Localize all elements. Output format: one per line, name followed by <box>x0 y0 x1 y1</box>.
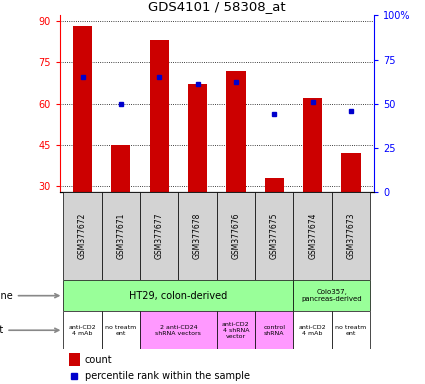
Bar <box>293 192 332 280</box>
Bar <box>150 40 169 192</box>
Text: Colo357,
pancreas-derived: Colo357, pancreas-derived <box>301 289 362 302</box>
Bar <box>140 311 217 349</box>
Text: 2 anti-CD24
shRNA vectors: 2 anti-CD24 shRNA vectors <box>156 325 201 336</box>
Bar <box>63 280 293 311</box>
Bar <box>102 192 140 280</box>
Bar <box>63 192 102 280</box>
Text: control
shRNA: control shRNA <box>263 325 285 336</box>
Bar <box>69 353 80 366</box>
Bar <box>332 311 370 349</box>
Bar <box>73 26 92 192</box>
Text: GSM377674: GSM377674 <box>308 213 317 260</box>
Bar <box>217 311 255 349</box>
Bar <box>188 84 207 192</box>
Bar <box>293 280 370 311</box>
Text: anti-CD2
4 mAb: anti-CD2 4 mAb <box>299 325 326 336</box>
Text: cell line: cell line <box>0 291 59 301</box>
Bar <box>140 192 178 280</box>
Text: GSM377672: GSM377672 <box>78 213 87 259</box>
Bar <box>217 192 255 280</box>
Text: HT29, colon-derived: HT29, colon-derived <box>129 291 227 301</box>
Bar <box>293 311 332 349</box>
Bar <box>255 192 293 280</box>
Bar <box>111 145 130 192</box>
Text: GSM377677: GSM377677 <box>155 213 164 260</box>
Bar <box>341 153 360 192</box>
Bar <box>63 311 102 349</box>
Text: count: count <box>85 355 112 365</box>
Text: GSM377678: GSM377678 <box>193 213 202 259</box>
Text: anti-CD2
4 shRNA
vector: anti-CD2 4 shRNA vector <box>222 322 250 339</box>
Text: anti-CD2
4 mAb: anti-CD2 4 mAb <box>69 325 96 336</box>
Bar <box>303 98 322 192</box>
Text: agent: agent <box>0 325 59 335</box>
Bar <box>255 311 293 349</box>
Bar <box>265 178 284 192</box>
Bar <box>178 192 217 280</box>
Text: no treatm
ent: no treatm ent <box>335 325 367 336</box>
Text: percentile rank within the sample: percentile rank within the sample <box>85 371 249 381</box>
Text: GSM377675: GSM377675 <box>270 213 279 260</box>
Bar <box>102 311 140 349</box>
Title: GDS4101 / 58308_at: GDS4101 / 58308_at <box>148 0 286 13</box>
Bar <box>227 71 246 192</box>
Text: no treatm
ent: no treatm ent <box>105 325 136 336</box>
Text: GSM377673: GSM377673 <box>346 213 355 260</box>
Text: GSM377676: GSM377676 <box>232 213 241 260</box>
Bar <box>332 192 370 280</box>
Text: GSM377671: GSM377671 <box>116 213 125 259</box>
